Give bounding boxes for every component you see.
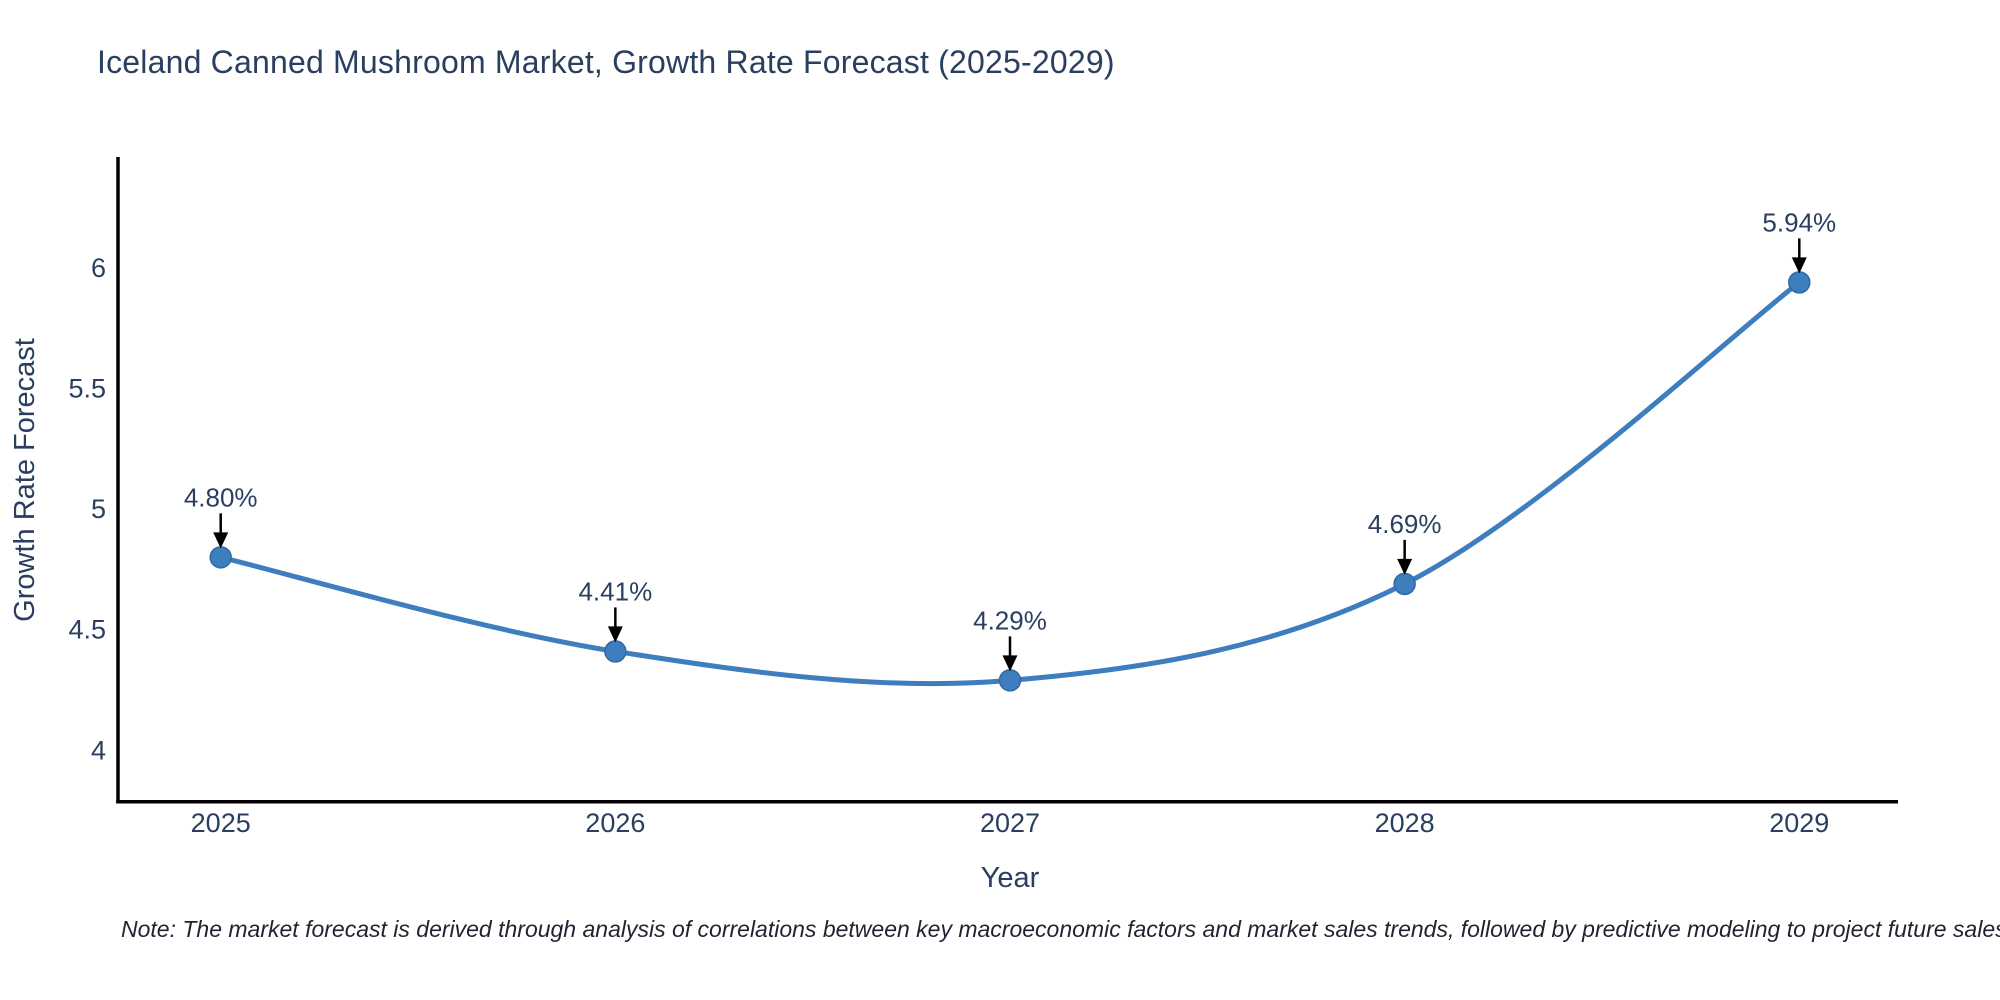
data-point-marker: [604, 640, 627, 663]
point-value-label: 4.69%: [1368, 509, 1442, 539]
chart-title: Iceland Canned Mushroom Market, Growth R…: [97, 44, 1115, 80]
annotation-arrow-head: [1002, 655, 1018, 672]
data-point-marker: [209, 546, 232, 569]
point-value-label: 4.80%: [184, 482, 258, 512]
annotation-arrow-head: [1791, 257, 1807, 274]
y-tick-label: 5.5: [68, 374, 106, 404]
annotation-arrow-head: [607, 626, 623, 643]
x-tick-label: 2028: [1375, 808, 1435, 838]
data-point-marker: [1788, 271, 1811, 294]
x-tick-label: 2029: [1769, 808, 1829, 838]
y-tick-label: 6: [91, 253, 106, 283]
data-point-marker: [1393, 572, 1416, 596]
y-tick-label: 4: [91, 735, 106, 765]
point-value-label: 4.29%: [973, 605, 1047, 635]
y-tick-label: 4.5: [68, 615, 106, 645]
x-axis-tick-labels: 2025 2026 2027 2028 2029: [191, 808, 1830, 838]
y-tick-label: 5: [91, 494, 106, 524]
x-tick-label: 2025: [191, 808, 251, 838]
annotation-arrow-head: [1397, 558, 1413, 575]
data-point-marker: [998, 669, 1022, 692]
x-tick-label: 2027: [980, 808, 1040, 838]
methodology-note: Note: The market forecast is derived thr…: [121, 916, 2000, 942]
point-value-label: 5.94%: [1762, 207, 1836, 237]
y-axis-tick-labels: 4 4.5 5 5.5 6: [68, 253, 106, 765]
point-value-label: 4.41%: [578, 576, 652, 606]
data-point-annotations: 4.80% 4.41% 4.29% 4.69% 5.94%: [184, 207, 1836, 672]
x-axis-title: Year: [981, 862, 1040, 894]
y-axis-title: Growth Rate Forecast: [9, 338, 41, 622]
x-tick-label: 2026: [585, 808, 645, 838]
annotation-arrow-head: [213, 532, 229, 549]
